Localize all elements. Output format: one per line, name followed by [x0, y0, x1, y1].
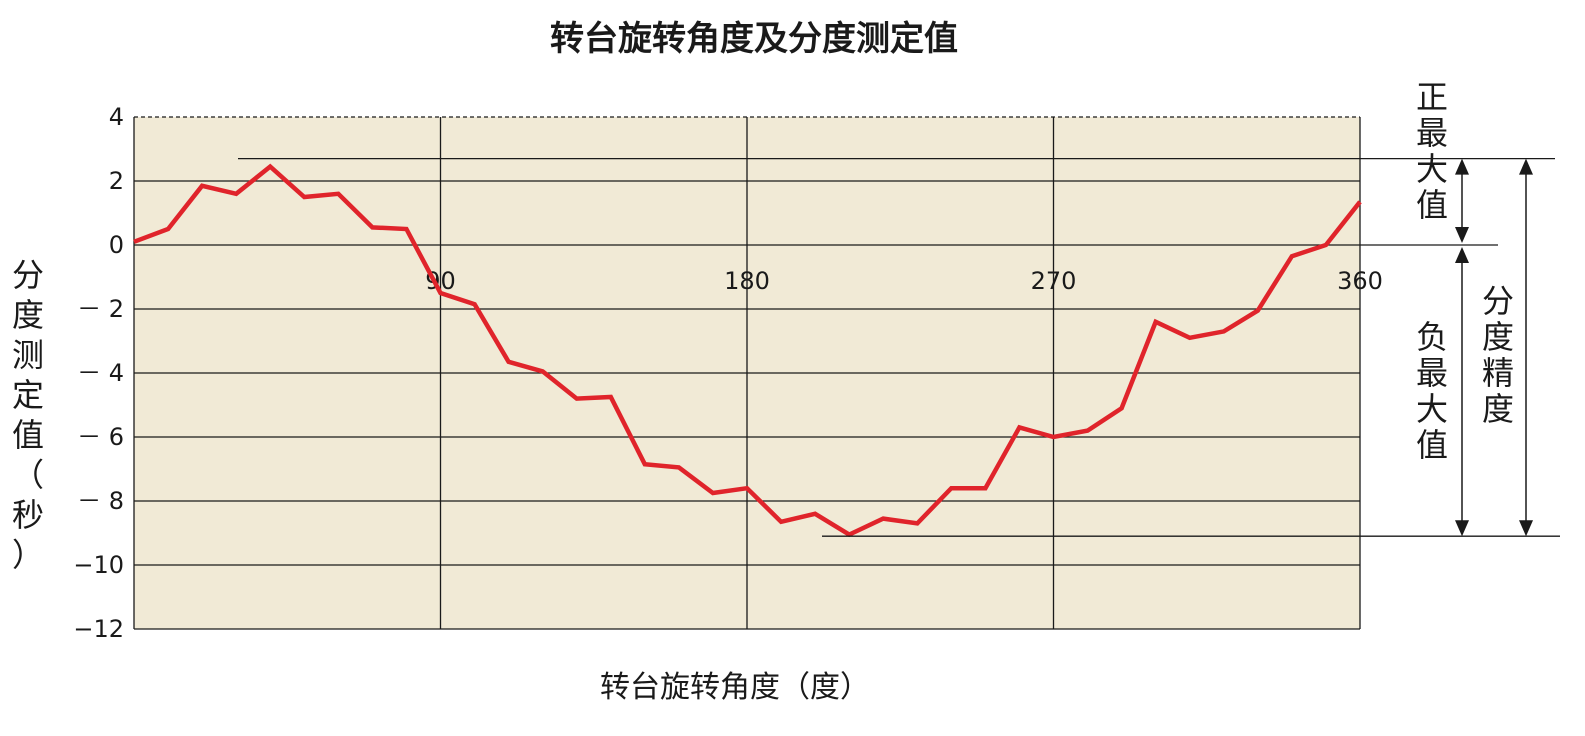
arrow-head — [1455, 247, 1469, 263]
x-tick-labels: 90 180 270 360 — [425, 267, 1383, 295]
arrow-head — [1455, 158, 1469, 175]
negative-max-label: 负最大值 — [1416, 318, 1448, 464]
series-line — [133, 163, 1362, 538]
y-tick-label: － 6 — [77, 423, 124, 451]
y-axis-label: 分度测定值（秒） — [12, 256, 44, 574]
y-tick-label: － 8 — [77, 487, 124, 515]
y-tick-label: −10 — [73, 551, 124, 579]
positive-max-label: 正最大值 — [1416, 78, 1448, 224]
x-tick-label: 270 — [1031, 267, 1077, 295]
x-axis-label: 转台旋转角度（度） — [600, 670, 870, 705]
arrow-head — [1519, 520, 1533, 537]
y-tick-label: 4 — [109, 103, 124, 131]
y-tick-label: 0 — [109, 231, 124, 259]
y-tick-label: － 4 — [77, 359, 124, 387]
vertical-gridlines — [133, 117, 1361, 629]
arrow-head — [1455, 520, 1469, 537]
arrow-head — [1455, 227, 1469, 243]
accuracy-label: 分度精度 — [1482, 282, 1514, 428]
arrow-head — [1519, 158, 1533, 175]
x-tick-label: 360 — [1337, 267, 1383, 295]
y-tick-label: － 2 — [77, 295, 124, 323]
x-tick-label: 180 — [724, 267, 770, 295]
y-tick-labels: 4 2 0 － 2 － 4 － 6 － 8 −10 −12 — [73, 103, 124, 643]
chart-title: 转台旋转角度及分度测定值 — [550, 19, 958, 59]
y-tick-label: 2 — [109, 167, 124, 195]
y-tick-label: −12 — [73, 615, 124, 643]
